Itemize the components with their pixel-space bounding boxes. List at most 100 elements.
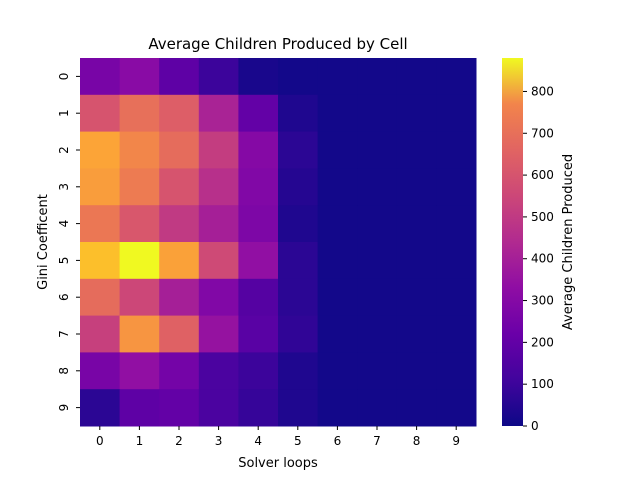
heatmap-cell — [436, 94, 477, 133]
heatmap-cell — [238, 131, 279, 169]
colorbar-label: Average Children Produced — [561, 154, 576, 330]
heatmap-cell — [357, 58, 398, 96]
heatmap-cell — [119, 352, 160, 390]
heatmap-cell — [436, 58, 477, 96]
heatmap-cell — [80, 242, 121, 280]
heatmap-cell — [436, 131, 477, 169]
heatmap-cell — [396, 278, 437, 317]
colorbar-tick-label: 200 — [531, 335, 554, 349]
heatmap-cell — [357, 94, 398, 133]
x-tick-label: 7 — [373, 434, 381, 448]
heatmap-cell — [159, 352, 200, 390]
heatmap-cell — [278, 205, 319, 243]
heatmap-cell — [80, 205, 121, 243]
heatmap-cell — [159, 58, 200, 96]
heatmap-cell — [357, 242, 398, 280]
y-tick-label: 2 — [57, 146, 71, 154]
heatmap-cell — [119, 278, 160, 317]
y-tick-label: 5 — [57, 257, 71, 265]
heatmap-cell — [436, 389, 477, 427]
colorbar-tick-label: 700 — [531, 126, 554, 140]
colorbar-tick-label: 100 — [531, 377, 554, 391]
heatmap-cell — [198, 168, 239, 206]
heatmap-cell — [80, 58, 121, 96]
heatmap-cell — [159, 131, 200, 169]
heatmap-cell — [159, 242, 200, 280]
heatmap-cell — [317, 389, 358, 427]
heatmap-cell — [357, 352, 398, 390]
x-tick-label: 9 — [452, 434, 460, 448]
y-tick-label: 1 — [57, 109, 71, 117]
heatmap-cell — [317, 278, 358, 317]
x-tick-label: 4 — [254, 434, 262, 448]
heatmap-cell — [238, 315, 279, 353]
heatmap-cell — [357, 278, 398, 317]
heatmap-cell — [119, 58, 160, 96]
heatmap-cell — [317, 131, 358, 169]
heatmap-cell — [119, 131, 160, 169]
heatmap-cell — [278, 242, 319, 280]
heatmap-cell — [159, 315, 200, 353]
heatmap-cell — [198, 352, 239, 390]
x-tick-label: 3 — [215, 434, 223, 448]
heatmap-cell — [278, 58, 319, 96]
heatmap-cell — [80, 278, 121, 317]
colorbar-tick-label: 400 — [531, 252, 554, 266]
y-tick-label: 4 — [57, 220, 71, 228]
heatmap-cell — [436, 315, 477, 353]
heatmap-cell — [436, 168, 477, 206]
heatmap-cell — [317, 58, 358, 96]
heatmap-cell — [119, 168, 160, 206]
heatmap-cell — [278, 315, 319, 353]
x-tick-label: 0 — [96, 434, 104, 448]
heatmap-cell — [317, 94, 358, 133]
heatmap-cell — [198, 278, 239, 317]
heatmap-cell — [357, 205, 398, 243]
heatmap-cell — [198, 58, 239, 96]
y-axis-ticks: 0 1 2 3 4 5 6 7 8 9 — [57, 73, 80, 411]
heatmap-cell — [357, 168, 398, 206]
heatmap-cell — [80, 94, 121, 133]
heatmap-cell — [436, 278, 477, 317]
heatmap-cell — [396, 315, 437, 353]
heatmap-cell — [278, 352, 319, 390]
heatmap-cell — [119, 242, 160, 280]
heatmap-cell — [317, 168, 358, 206]
heatmap-cell — [357, 389, 398, 427]
colorbar-tick-label: 500 — [531, 210, 554, 224]
x-tick-label: 2 — [175, 434, 183, 448]
heatmap-cell — [198, 205, 239, 243]
heatmap-cell — [396, 242, 437, 280]
heatmap-cell — [357, 131, 398, 169]
heatmap-cell — [317, 352, 358, 390]
heatmap-cell — [238, 58, 279, 96]
heatmap-cell — [198, 94, 239, 133]
heatmap-cell — [436, 242, 477, 280]
x-tick-label: 5 — [294, 434, 302, 448]
x-tick-label: 1 — [136, 434, 144, 448]
heatmap-cell — [159, 389, 200, 427]
heatmap-cell — [198, 131, 239, 169]
heatmap-cell — [198, 389, 239, 427]
heatmap-cell — [80, 389, 121, 427]
colorbar-tick-label: 600 — [531, 168, 554, 182]
heatmap-cell — [119, 94, 160, 133]
heatmap-cell — [238, 242, 279, 280]
heatmap-cell — [159, 278, 200, 317]
heatmap-cell — [238, 352, 279, 390]
heatmap-cell — [80, 315, 121, 353]
colorbar-tick-label: 800 — [531, 84, 554, 98]
colorbar — [502, 58, 523, 426]
heatmap-cell — [80, 168, 121, 206]
chart-title: Average Children Produced by Cell — [148, 35, 407, 53]
y-tick-label: 8 — [57, 367, 71, 375]
heatmap-cell — [119, 205, 160, 243]
colorbar-tick-label: 300 — [531, 294, 554, 308]
heatmap-cell — [159, 94, 200, 133]
heatmap-cell — [238, 278, 279, 317]
y-tick-label: 3 — [57, 183, 71, 191]
heatmap-cell — [396, 131, 437, 169]
heatmap-cell — [159, 205, 200, 243]
heatmap-cell — [119, 389, 160, 427]
